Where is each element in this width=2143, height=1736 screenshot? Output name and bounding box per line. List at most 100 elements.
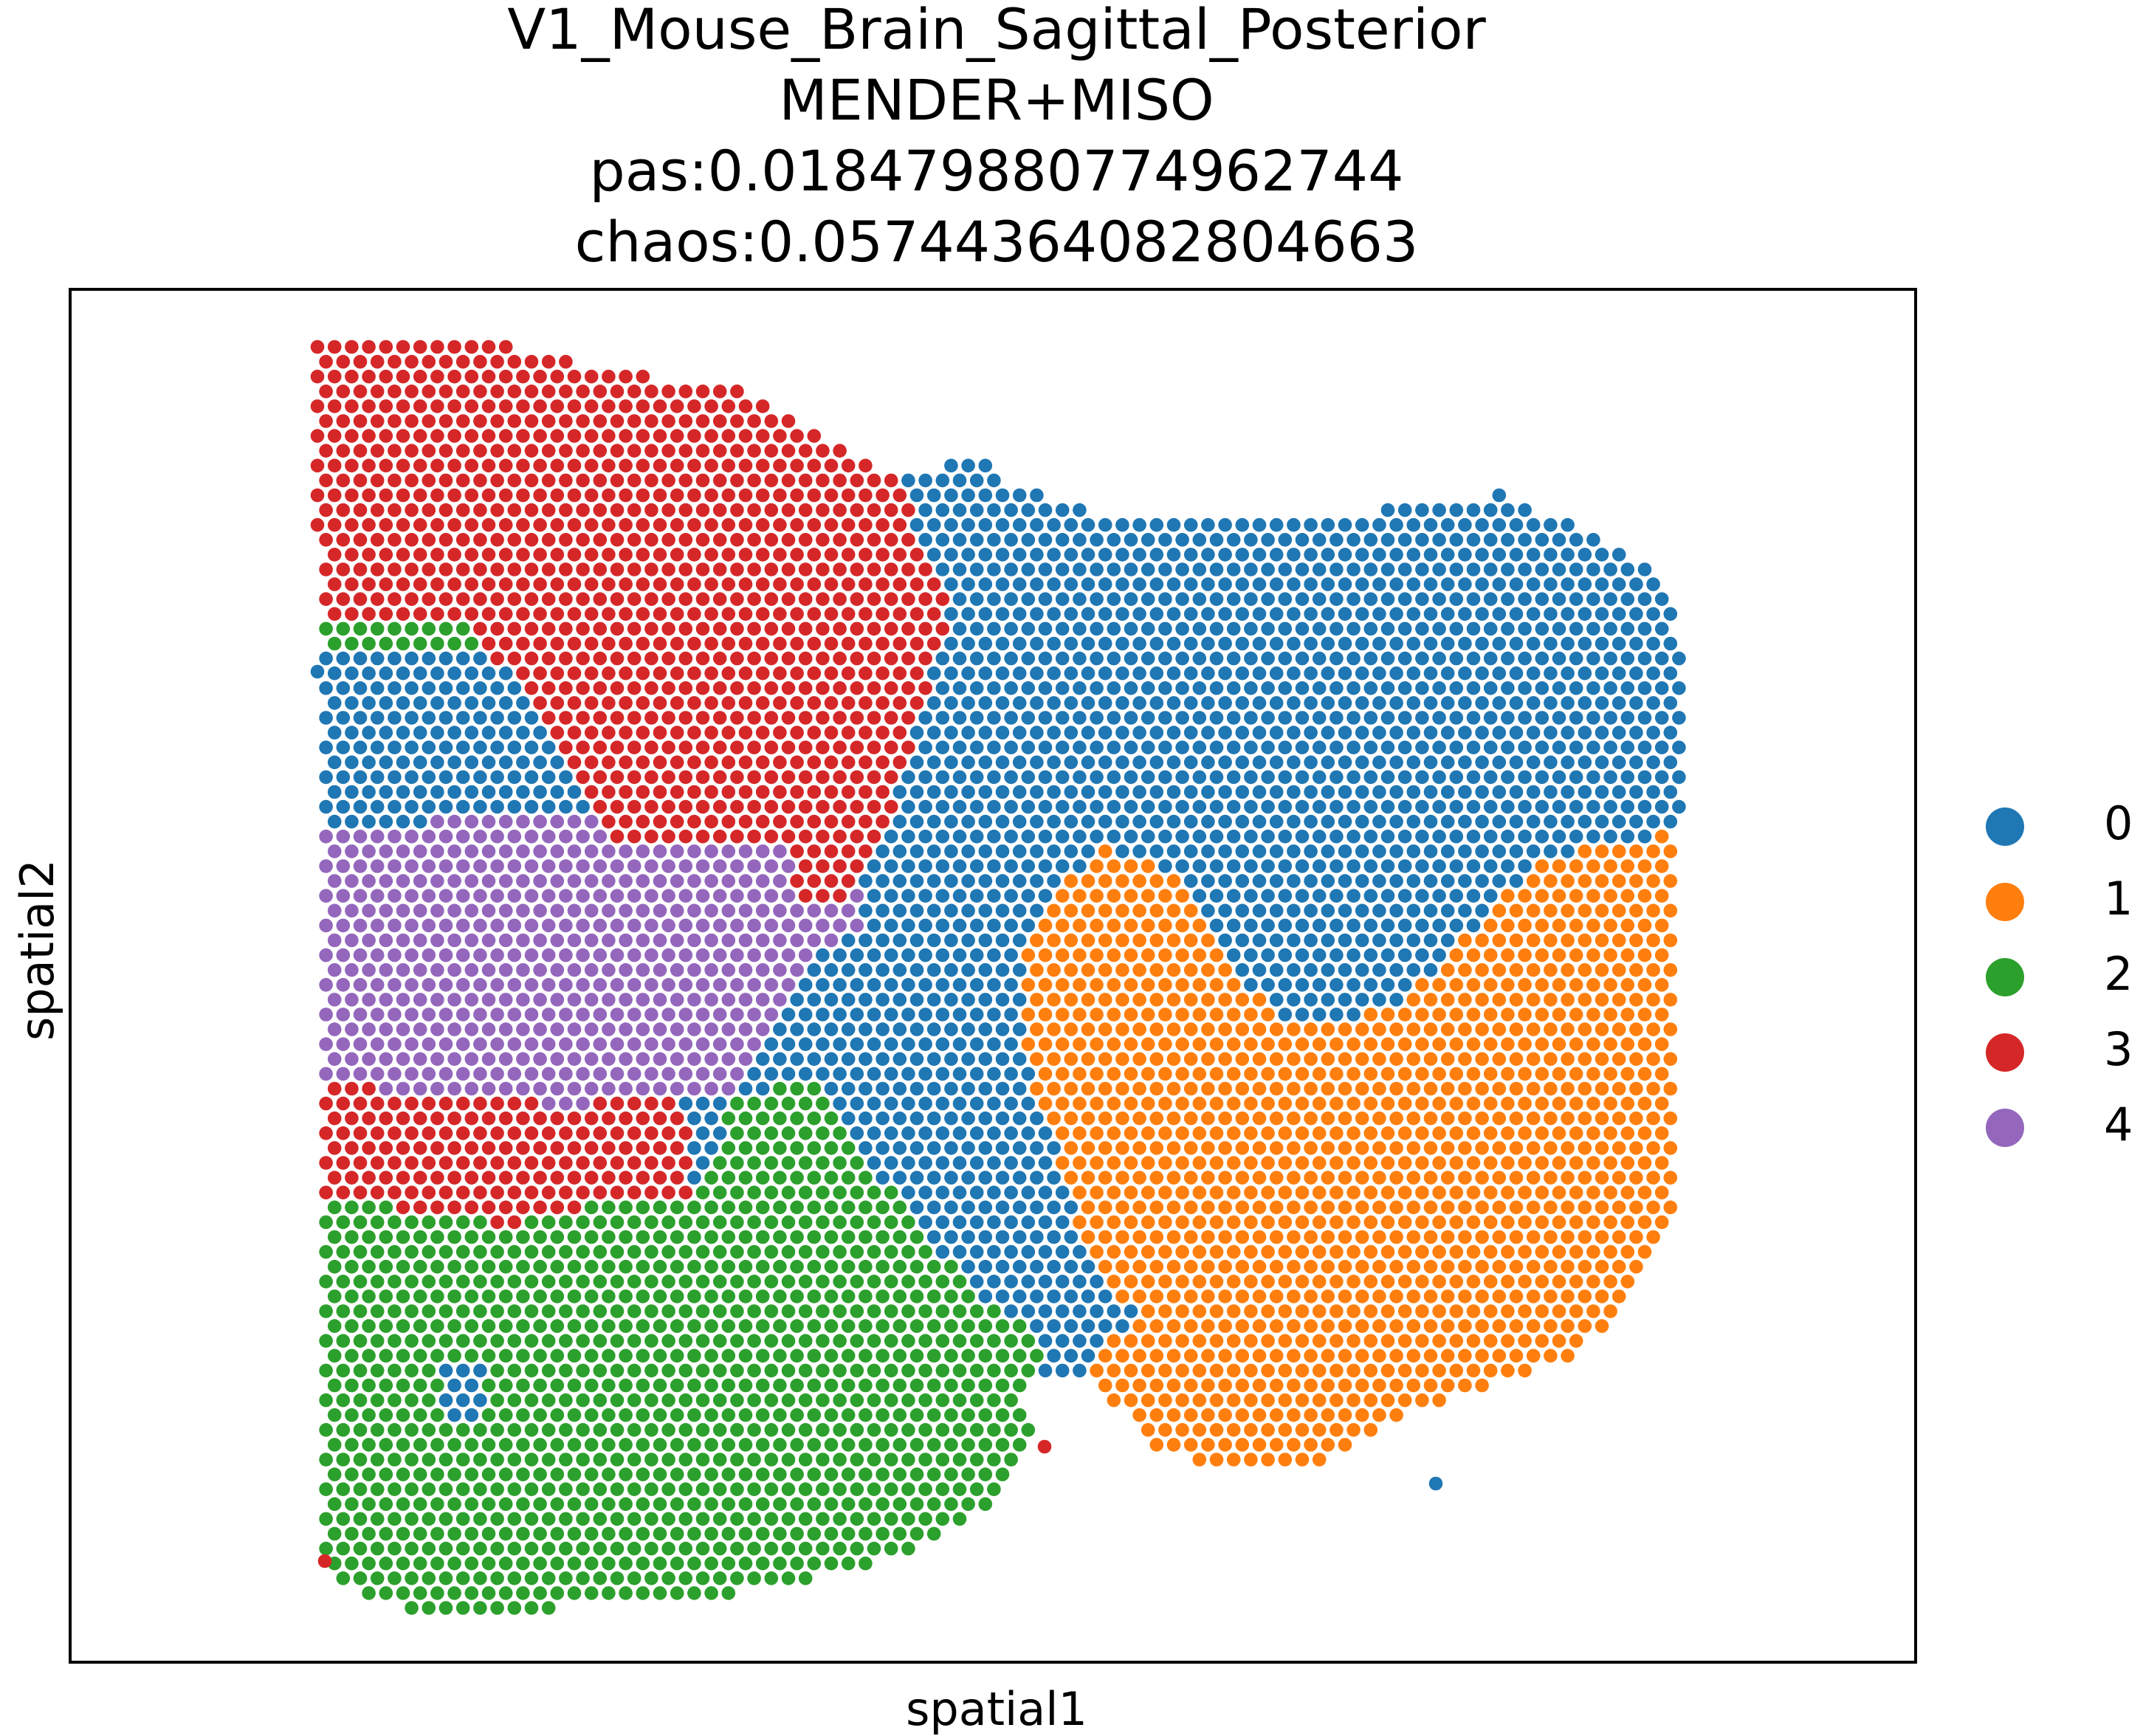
spot-cluster-3 — [405, 1156, 419, 1170]
spot-cluster-1 — [1440, 1022, 1455, 1036]
spot-cluster-3 — [541, 473, 556, 488]
spot-cluster-0 — [987, 1096, 1001, 1111]
spot-cluster-3 — [670, 666, 684, 681]
spot-cluster-2 — [730, 1275, 744, 1289]
spot-cluster-3 — [422, 533, 436, 547]
spot-cluster-3 — [764, 444, 779, 458]
spot-cluster-0 — [1518, 799, 1532, 814]
spot-cluster-4 — [610, 1067, 625, 1081]
spot-cluster-0 — [1047, 1230, 1061, 1244]
spot-cluster-2 — [764, 1275, 779, 1289]
spot-cluster-3 — [721, 488, 736, 503]
spot-cluster-0 — [1201, 814, 1215, 829]
spot-cluster-4 — [755, 1022, 770, 1036]
spot-cluster-3 — [345, 548, 359, 562]
spot-cluster-0 — [1030, 755, 1044, 770]
spot-cluster-1 — [1269, 1259, 1284, 1274]
spot-cluster-1 — [1561, 993, 1575, 1007]
spot-cluster-3 — [653, 1111, 667, 1126]
spot-cluster-3 — [644, 1156, 658, 1170]
spot-cluster-3 — [892, 726, 907, 740]
spot-cluster-1 — [1646, 844, 1660, 858]
spot-cluster-3 — [353, 592, 368, 606]
spot-cluster-0 — [1235, 607, 1250, 621]
spot-cluster-3 — [516, 488, 530, 503]
spot-cluster-3 — [884, 473, 898, 488]
spot-cluster-1 — [1141, 1185, 1155, 1199]
spot-cluster-0 — [1561, 577, 1575, 591]
spot-cluster-2 — [712, 1393, 727, 1408]
spot-cluster-0 — [405, 740, 419, 754]
spot-cluster-1 — [1535, 918, 1549, 933]
spot-cluster-3 — [653, 488, 667, 503]
spot-cluster-0 — [1526, 517, 1541, 532]
spot-cluster-1 — [1346, 1215, 1361, 1230]
spot-cluster-0 — [1338, 933, 1352, 948]
spot-cluster-0 — [1578, 548, 1592, 562]
spot-cluster-0 — [1158, 770, 1172, 785]
spot-cluster-1 — [1278, 1363, 1293, 1378]
spot-cluster-2 — [336, 1215, 351, 1230]
spot-cluster-3 — [644, 414, 658, 428]
spot-cluster-1 — [1449, 948, 1464, 962]
spot-cluster-3 — [687, 429, 701, 443]
spot-cluster-3 — [670, 577, 684, 591]
spot-cluster-2 — [833, 1156, 847, 1170]
spot-cluster-4 — [438, 889, 453, 903]
spot-cluster-4 — [712, 978, 727, 992]
spot-cluster-0 — [987, 948, 1001, 962]
spot-cluster-0 — [1466, 592, 1481, 606]
spot-cluster-0 — [833, 1037, 847, 1051]
spot-cluster-2 — [995, 1378, 1010, 1393]
spot-cluster-3 — [790, 726, 804, 740]
spot-cluster-0 — [1269, 666, 1284, 681]
spot-cluster-1 — [1192, 918, 1207, 933]
spot-cluster-3 — [670, 785, 684, 799]
spot-cluster-1 — [1047, 1081, 1061, 1096]
spot-cluster-3 — [473, 414, 487, 428]
spot-cluster-3 — [455, 503, 470, 517]
spot-cluster-1 — [1363, 1067, 1378, 1081]
spot-cluster-2 — [884, 1304, 898, 1318]
spot-cluster-4 — [773, 933, 787, 948]
spot-cluster-2 — [593, 1334, 608, 1348]
spot-cluster-0 — [961, 962, 975, 977]
spot-cluster-0 — [1038, 621, 1053, 636]
spot-cluster-0 — [1304, 636, 1318, 651]
spot-cluster-0 — [1346, 978, 1361, 992]
spot-cluster-1 — [1261, 1008, 1275, 1022]
spot-cluster-2 — [790, 1289, 804, 1303]
spot-cluster-1 — [1363, 1008, 1378, 1022]
spot-cluster-3 — [610, 621, 625, 636]
spot-cluster-4 — [678, 1067, 693, 1081]
spot-cluster-0 — [1569, 711, 1583, 725]
spot-cluster-1 — [1021, 948, 1036, 962]
spot-cluster-3 — [876, 666, 890, 681]
spot-cluster-1 — [1132, 1378, 1146, 1393]
spot-cluster-0 — [1338, 577, 1352, 591]
spot-cluster-3 — [422, 562, 436, 576]
spot-cluster-0 — [901, 830, 915, 844]
spot-cluster-2 — [807, 1259, 822, 1274]
spot-cluster-4 — [678, 1008, 693, 1022]
spot-cluster-0 — [901, 918, 915, 933]
spot-cluster-0 — [1012, 1259, 1027, 1274]
spot-cluster-0 — [1355, 726, 1369, 740]
spot-cluster-4 — [438, 948, 453, 962]
spot-cluster-0 — [1458, 874, 1472, 888]
spot-cluster-0 — [1535, 681, 1549, 695]
spot-cluster-3 — [755, 607, 770, 621]
spot-cluster-1 — [1611, 1141, 1626, 1155]
spot-cluster-0 — [1346, 740, 1361, 754]
spot-cluster-3 — [567, 369, 582, 384]
spot-cluster-0 — [1620, 830, 1635, 844]
spot-cluster-0 — [995, 548, 1010, 562]
spot-cluster-2 — [781, 1096, 796, 1111]
spot-cluster-4 — [541, 1037, 556, 1051]
spot-cluster-0 — [1004, 918, 1018, 933]
spot-cluster-1 — [1595, 903, 1609, 918]
spot-cluster-0 — [1209, 681, 1224, 695]
spot-cluster-1 — [1149, 1111, 1164, 1126]
spot-cluster-1 — [1081, 1081, 1095, 1096]
spot-cluster-2 — [961, 1319, 975, 1333]
